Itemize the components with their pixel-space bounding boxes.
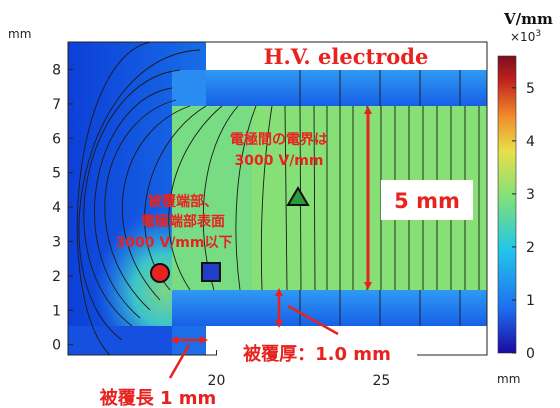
coating-thickness-label: 被覆厚：1.0 mm [243, 343, 391, 365]
y-tick-label-8: 8 [52, 63, 61, 79]
thickness-label-box [217, 336, 417, 370]
gap-label: 5 mm [394, 189, 460, 213]
colorbar-tick-label-5: 5 [526, 81, 535, 97]
coating-length-leader [168, 344, 191, 379]
colorbar-tick-label-2: 2 [526, 240, 535, 256]
y-axis: 0 1 2 3 4 5 6 7 8 [52, 63, 73, 354]
y-tick-label-6: 6 [52, 131, 61, 147]
colorbar-multiplier: ×103 [510, 29, 541, 44]
hv-electrode-label: H.V. electrode [264, 44, 429, 69]
marker-green-triangle [286, 186, 310, 206]
colorbar-label: V/mm [503, 10, 553, 28]
y-tick-label-5: 5 [52, 166, 61, 182]
field-lines [76, 42, 480, 355]
colorbar-tick-label-4: 4 [526, 134, 535, 150]
y-tick-label-7: 7 [52, 97, 61, 113]
coating-thickness-leader [287, 304, 339, 336]
gap-label-box [381, 180, 473, 220]
colorbar: V/mm ×103 0 1 2 3 4 5 [497, 10, 553, 362]
hv-electrode [206, 42, 487, 70]
x-tick-label-1: 25 [373, 373, 391, 389]
coating-end-text-3: 3000 V/mm以下 [116, 235, 233, 251]
y-tick-label-0: 0 [52, 338, 61, 354]
colorbar-tick-label-0: 0 [526, 346, 535, 362]
y-tick-label-4: 4 [52, 200, 61, 216]
lower-coating [172, 290, 487, 326]
x-tick-label-0: 20 [208, 373, 226, 389]
y-tick-label-2: 2 [52, 269, 61, 285]
y-axis-unit: mm [8, 27, 31, 41]
coating-end-text-1: 被覆端部、 [148, 193, 218, 210]
colorbar-tick-label-3: 3 [526, 187, 535, 203]
x-axis-unit: mm [497, 372, 520, 386]
upper-coating [172, 70, 487, 106]
field-between-text-1: 電極間の電界は [230, 131, 328, 148]
marker-red-circle [150, 263, 170, 283]
colorbar-gradient [497, 55, 517, 354]
field-between-text-2: 3000 V/mm [235, 153, 324, 169]
coating-end-text-2: 電極端部表面 [141, 213, 225, 230]
y-tick-label-1: 1 [52, 303, 61, 319]
y-tick-label-3: 3 [52, 234, 61, 250]
coating-length-label: 被覆長 1 mm [100, 387, 217, 408]
marker-blue-square [201, 262, 221, 282]
x-axis: 20 25 [208, 350, 391, 389]
colorbar-tick-label-1: 1 [526, 293, 535, 309]
